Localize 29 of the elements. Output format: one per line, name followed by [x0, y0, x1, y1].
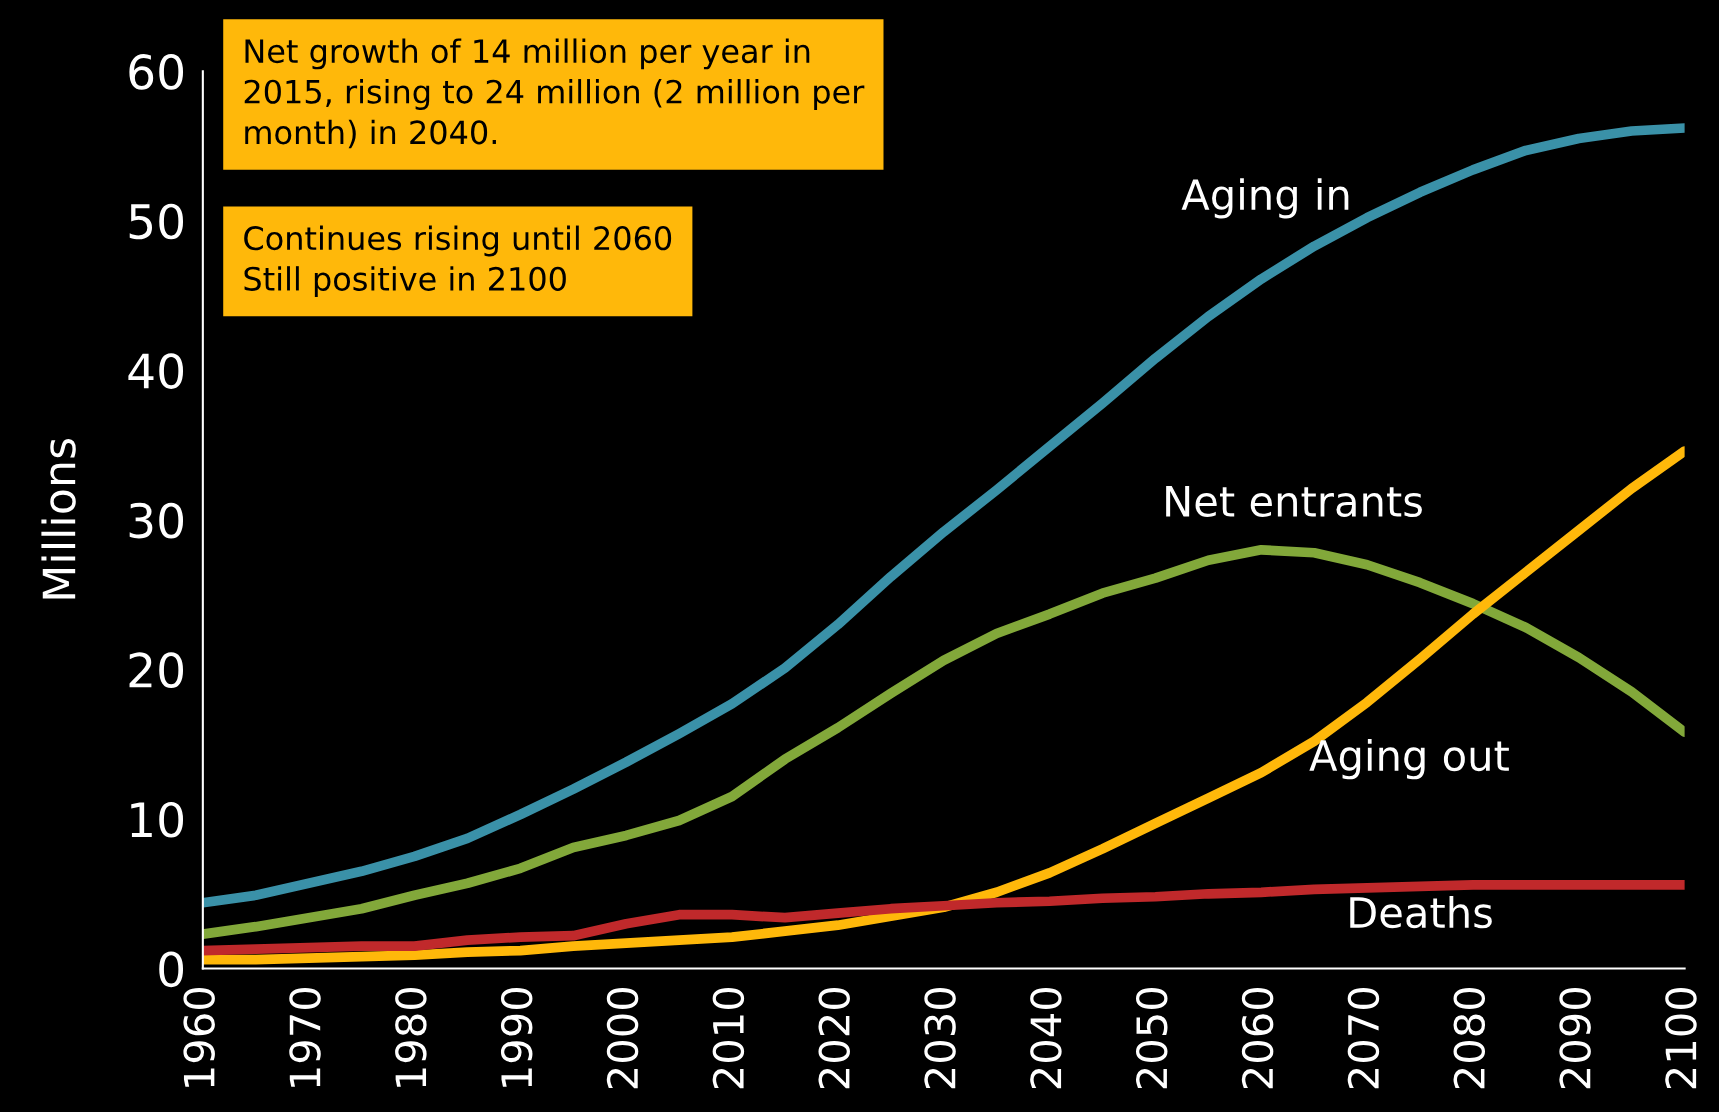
x-tick-label: 2020 [818, 987, 850, 1089]
y-tick-label: 0 [159, 951, 184, 988]
annotation: Net growth of 14 million per year in 2015, rising to 24 million (2 million per month) in 2040. [244, 38, 865, 149]
x-tick-label: 2100 [1665, 987, 1697, 1089]
x-tick-label: 2030 [924, 987, 956, 1089]
annotation: Continues rising until 2060 Still positive in 2100 [244, 225, 672, 298]
y-tick-label: 40 [128, 353, 184, 389]
y-tick-label: 50 [129, 203, 184, 240]
x-tick-label: 1990 [500, 987, 533, 1087]
y-tick-label: 10 [131, 801, 184, 838]
x-tick-label: 1970 [289, 987, 321, 1087]
x-tick-label: 1980 [395, 987, 427, 1087]
x-tick-label: 2040 [1030, 987, 1062, 1089]
x-tick-label: 2060 [1241, 987, 1274, 1089]
y-tick-label: 60 [129, 54, 184, 90]
x-tick-label: 1960 [183, 987, 215, 1087]
series-label: Aging out [1309, 739, 1509, 780]
x-tick-label: 2080 [1453, 987, 1486, 1089]
x-tick-label: 2070 [1347, 987, 1380, 1089]
y-tick-label: 30 [129, 502, 184, 539]
y-axis-title: Millions [41, 438, 76, 599]
series-label: Deaths [1350, 896, 1492, 929]
x-tick-label: 2010 [712, 987, 745, 1089]
series-label: Aging in [1181, 178, 1349, 219]
y-tick-label: 20 [129, 652, 184, 689]
series-label: Net entrants [1166, 486, 1422, 517]
x-tick-label: 2050 [1135, 987, 1168, 1089]
x-tick-label: 2000 [606, 987, 639, 1089]
x-tick-label: 2090 [1559, 987, 1591, 1089]
